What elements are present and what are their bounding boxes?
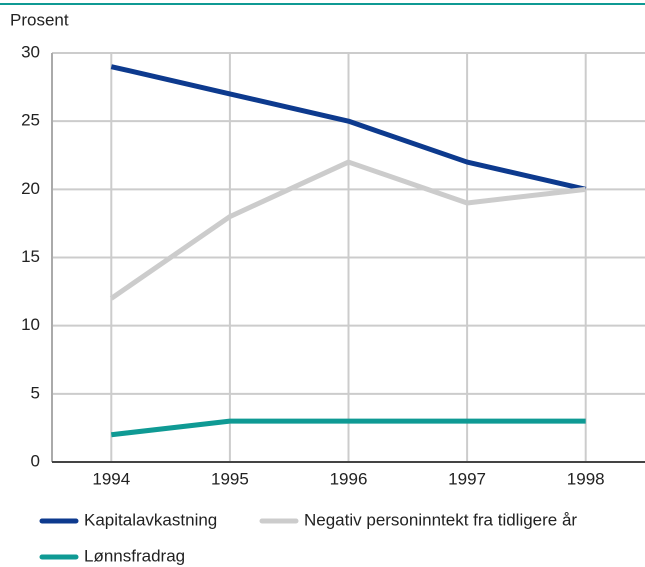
x-tick-label: 1996 (330, 469, 368, 488)
line-series (110, 64, 587, 192)
legend-label: Negativ personinntekt fra tidligere år (304, 510, 577, 529)
y-tick-label: 20 (21, 179, 40, 198)
y-tick-label: 25 (21, 111, 40, 130)
y-axis-label: Prosent (10, 10, 69, 29)
y-tick-label: 30 (21, 42, 40, 61)
x-tick-label: 1997 (448, 469, 486, 488)
legend-label: Kapitalavkastning (84, 510, 217, 529)
legend-label: Lønnsfradrag (84, 546, 185, 565)
x-tick-label: 1995 (211, 469, 249, 488)
y-tick-label: 10 (21, 315, 40, 334)
y-tick-label: 0 (31, 451, 40, 470)
y-tick-label: 5 (31, 383, 40, 402)
line-series (111, 418, 586, 438)
x-tick-label: 1994 (92, 469, 130, 488)
x-tick-label: 1998 (567, 469, 605, 488)
y-tick-label: 15 (21, 247, 40, 266)
line-series (109, 159, 586, 301)
